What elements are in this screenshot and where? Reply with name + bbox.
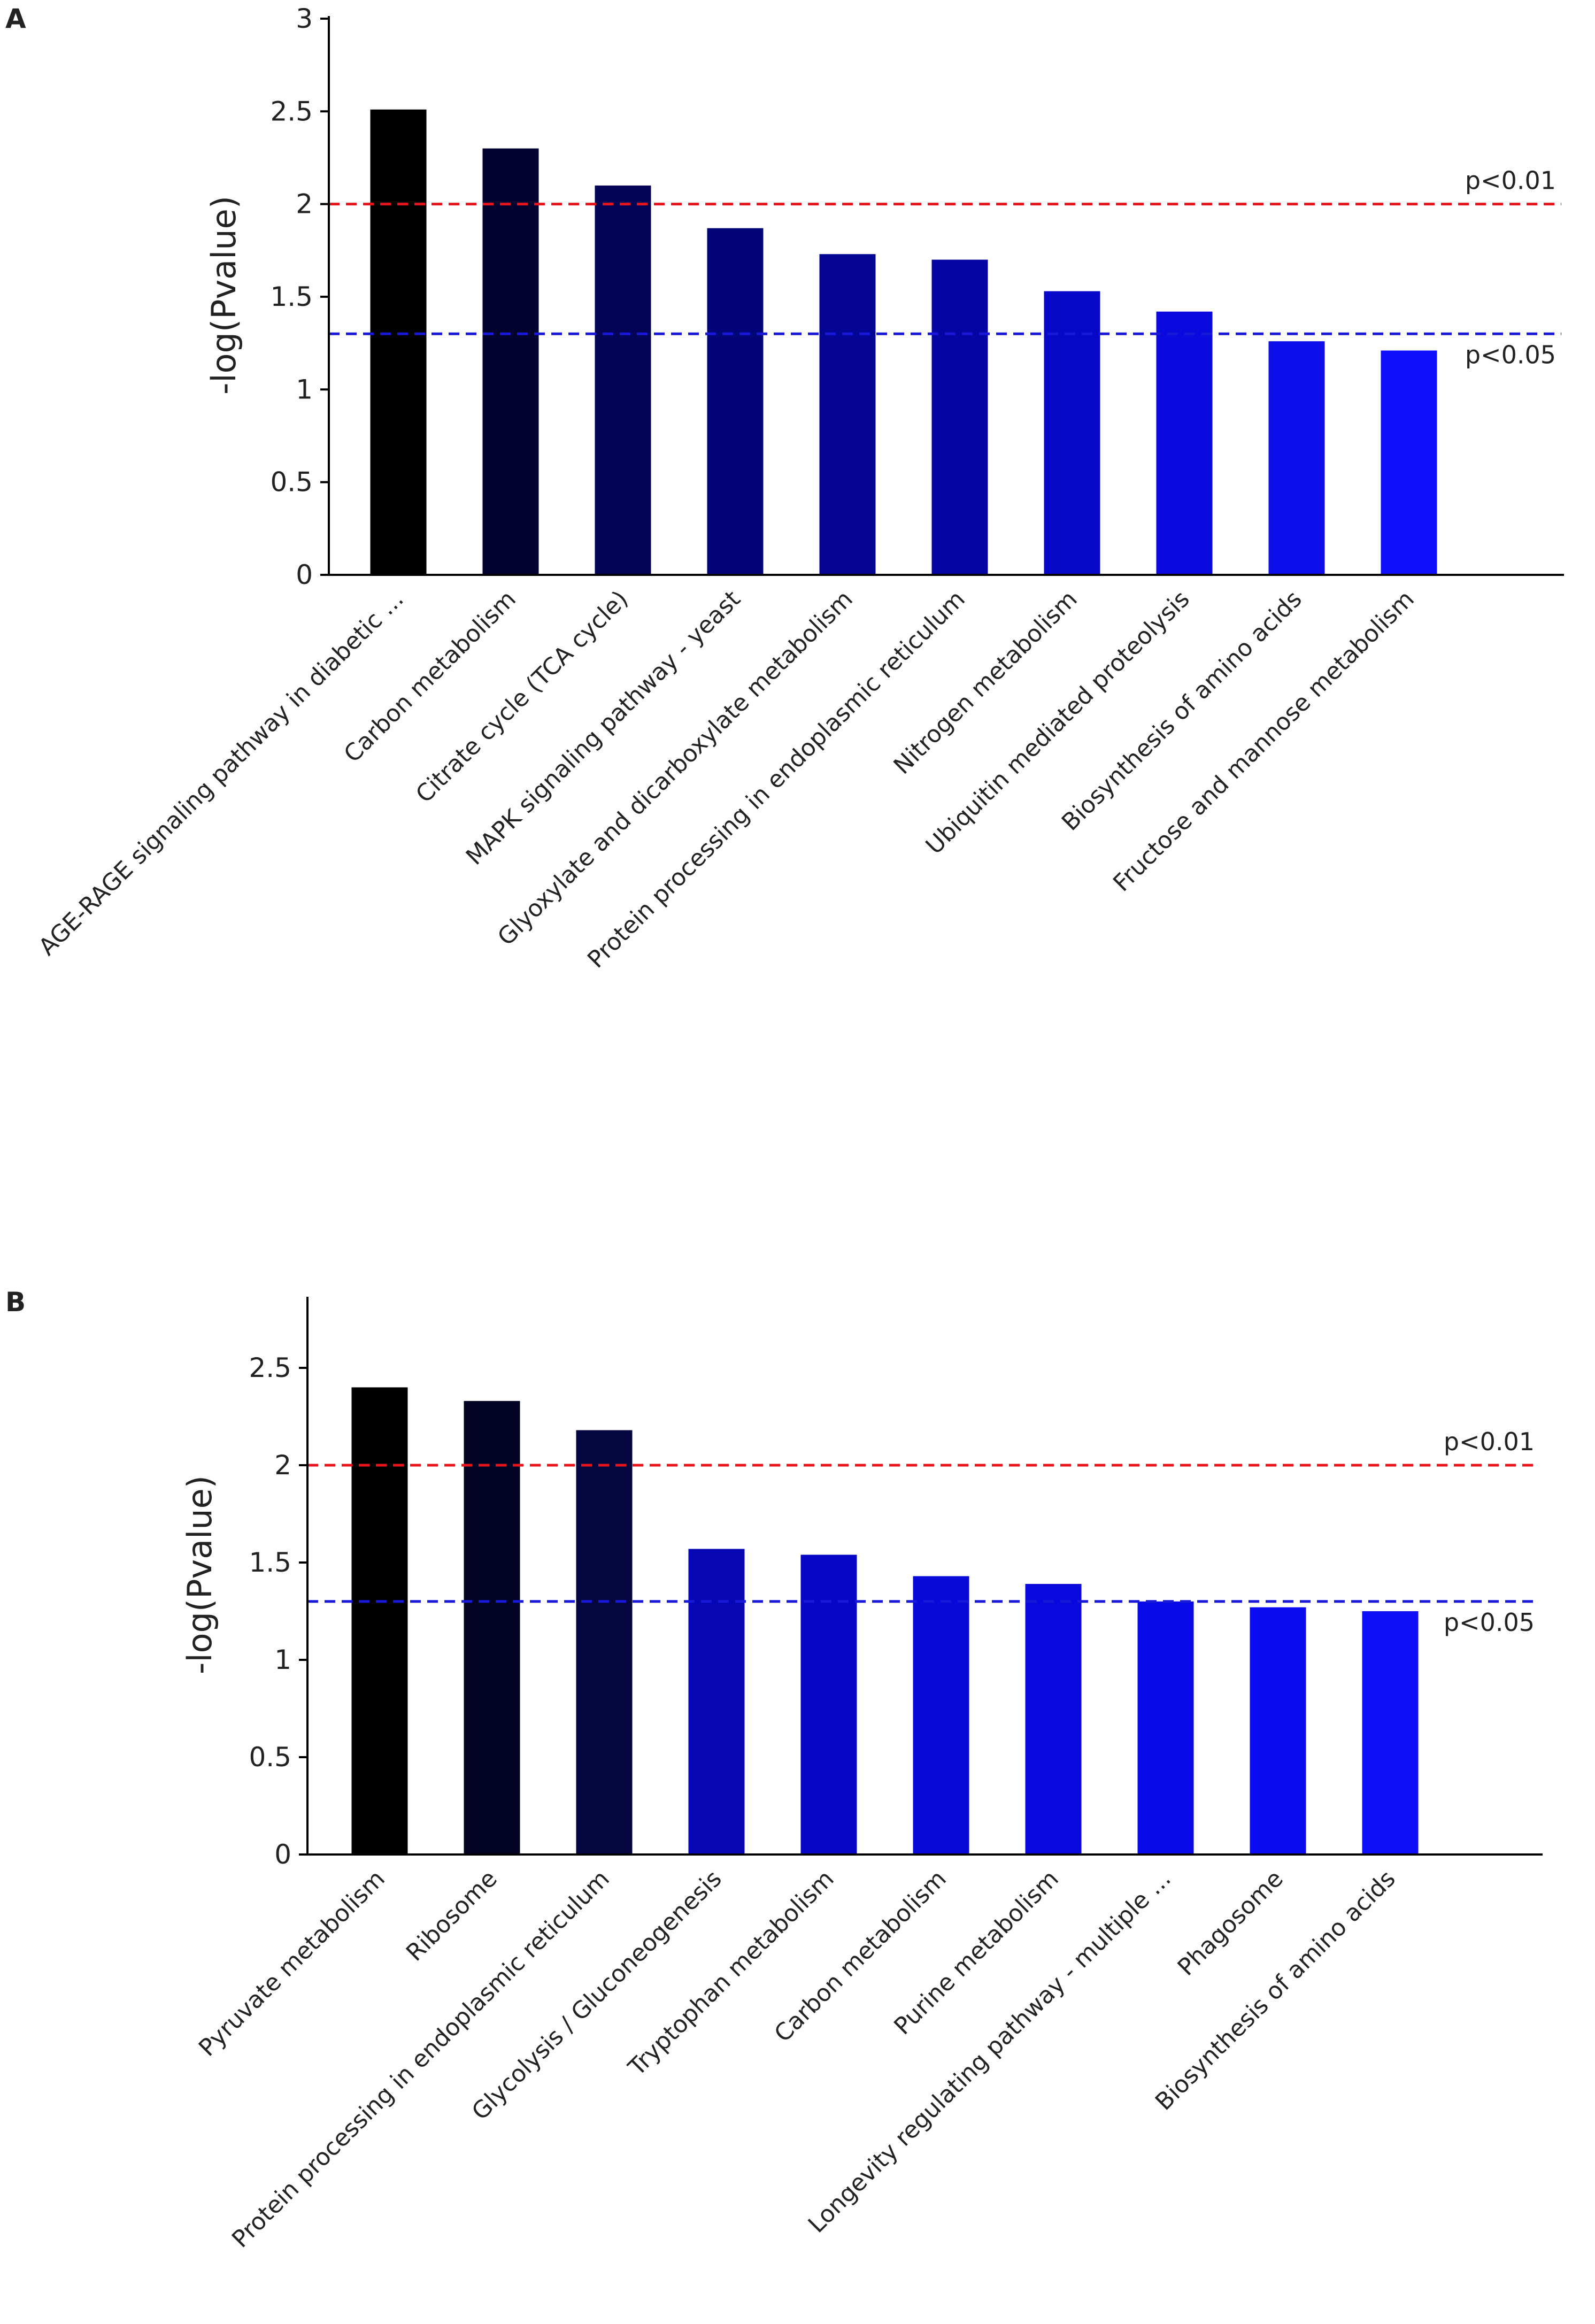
chart-a-bar — [370, 109, 427, 575]
panel-label-b: B — [5, 1287, 26, 1318]
chart-b-y-tick-label: 1 — [274, 1644, 291, 1675]
chart-a-y-tick-label: 2 — [296, 189, 313, 220]
chart-b-bars — [351, 1387, 1419, 1854]
chart-b-x-tick-label: Glycolysis / Gluconeogenesis — [467, 1865, 727, 2126]
chart-a-y-tick-label: 2.5 — [270, 96, 313, 127]
chart-a-bar — [1268, 341, 1325, 575]
chart-a-bar — [1156, 311, 1213, 575]
chart-b-y-tick-label: 1.5 — [249, 1547, 291, 1578]
chart-b-bar — [1137, 1601, 1194, 1854]
chart-a-threshold-label: p<0.01 — [1465, 166, 1556, 195]
chart-a-bar — [595, 185, 651, 575]
chart-b-y-tick-label: 2.5 — [249, 1352, 291, 1383]
chart-b-bar — [1025, 1584, 1082, 1854]
chart-a-x-tick-label: Nitrogen metabolism — [889, 586, 1083, 780]
chart-b-threshold-label: p<0.01 — [1444, 1427, 1535, 1456]
chart-b-bar — [1362, 1611, 1419, 1854]
chart-b-bar — [800, 1555, 857, 1854]
chart-a-x-tick-label: Citrate cycle (TCA cycle) — [411, 586, 634, 809]
chart-a-y-axis-ticks: 0 0.5 1 1.5 2 2.5 3 — [270, 3, 329, 590]
chart-b-y-tick-label: 2 — [274, 1450, 291, 1481]
chart-a-bar — [1044, 291, 1100, 575]
chart-b-y-axis-label: -log(Pvalue) — [180, 1475, 219, 1674]
chart-b-bar — [913, 1576, 969, 1854]
chart-b-x-tick-label: Biosynthesis of amino acids — [1150, 1865, 1401, 2116]
chart-b-x-tick-label: Tryptophan metabolism — [623, 1865, 839, 2082]
chart-b-bar — [464, 1400, 520, 1854]
chart-a-y-tick-label: 1.5 — [270, 281, 313, 312]
chart-a-y-tick-label: 3 — [296, 3, 313, 34]
chart-b-x-tick-label: Ribosome — [401, 1865, 503, 1967]
chart-b-x-tick-label: Phagosome — [1173, 1865, 1289, 1981]
chart-a-x-tick-label: Biosynthesis of amino acids — [1057, 586, 1307, 836]
chart-a-bar — [1381, 350, 1437, 575]
chart-b-bar — [351, 1387, 408, 1854]
chart-a-bar — [482, 148, 539, 575]
chart-a-threshold-lines: p<0.01 p<0.05 — [329, 166, 1561, 369]
chart-a-x-tick-labels: AGE-RAGE signaling pathway in diabetic .… — [34, 586, 1420, 974]
chart-b-threshold-lines: p<0.01 p<0.05 — [307, 1427, 1537, 1637]
chart-b-x-tick-label: Pyruvate metabolism — [194, 1865, 390, 2062]
chart-b-bar — [576, 1430, 633, 1854]
panel-label-a: A — [5, 3, 26, 34]
chart-a-x-tick-label: AGE-RAGE signaling pathway in diabetic .… — [34, 586, 409, 961]
chart-b-bar — [688, 1549, 745, 1854]
chart-b-y-tick-label: 0 — [274, 1839, 291, 1870]
chart-a: A 0 0.5 1 1.5 2 2.5 3 p<0.01 p<0.05 AGE-RAGE si… — [5, 3, 1564, 973]
chart-a-bar — [707, 228, 764, 575]
chart-a-y-tick-label: 0.5 — [270, 467, 313, 498]
chart-b-y-axis-ticks: 0 0.5 1 1.5 2 2.5 — [249, 1352, 307, 1870]
chart-b-y-tick-label: 0.5 — [249, 1742, 291, 1773]
chart-b: B 0 0.5 1 1.5 2 2.5 p<0.01 p<0.05 Pyruvate met… — [5, 1287, 1543, 2253]
chart-b-bar — [1250, 1607, 1306, 1854]
chart-a-bar — [931, 259, 988, 575]
chart-b-x-tick-label: Protein processing in endoplasmic reticu… — [227, 1865, 615, 2253]
chart-b-threshold-label: p<0.05 — [1444, 1608, 1535, 1637]
chart-a-bar — [819, 254, 876, 575]
chart-a-y-axis-label: -log(Pvalue) — [204, 196, 243, 395]
chart-a-x-tick-label: Protein processing in endoplasmic reticu… — [582, 586, 970, 974]
chart-a-y-tick-label: 1 — [296, 374, 313, 405]
chart-a-threshold-label: p<0.05 — [1465, 340, 1556, 369]
chart-a-y-tick-label: 0 — [296, 559, 313, 590]
chart-a-bars — [370, 109, 1437, 575]
